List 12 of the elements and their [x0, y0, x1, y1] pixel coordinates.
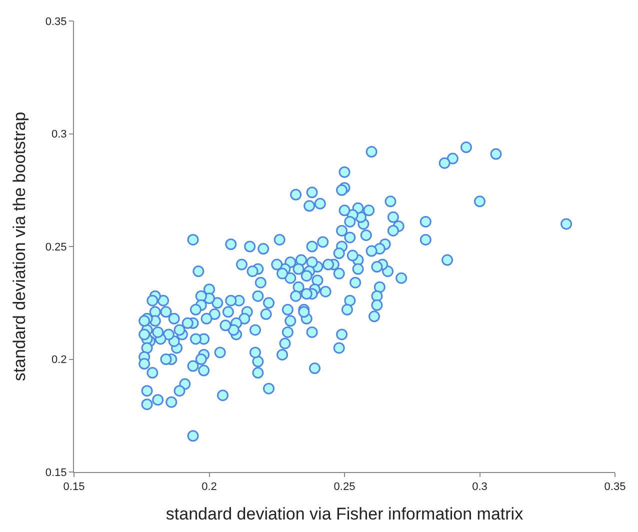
y-tick-label: 0.3 [52, 128, 67, 141]
y-axis-title: standard deviation via the bootstrap [10, 112, 29, 382]
x-tick-label: 0.25 [334, 481, 356, 494]
x-tick-label: 0.15 [63, 481, 85, 494]
y-tick-label: 0.35 [45, 16, 67, 28]
x-tick-label: 0.3 [472, 481, 488, 494]
x-tick-label: 0.35 [604, 481, 626, 494]
x-tick-label: 0.2 [202, 481, 217, 494]
x-axis-title: standard deviation via Fisher information matrix [166, 504, 524, 524]
y-tick-label: 0.25 [45, 241, 67, 254]
y-tick-label: 0.15 [45, 466, 67, 479]
y-tick-label: 0.2 [52, 354, 67, 366]
